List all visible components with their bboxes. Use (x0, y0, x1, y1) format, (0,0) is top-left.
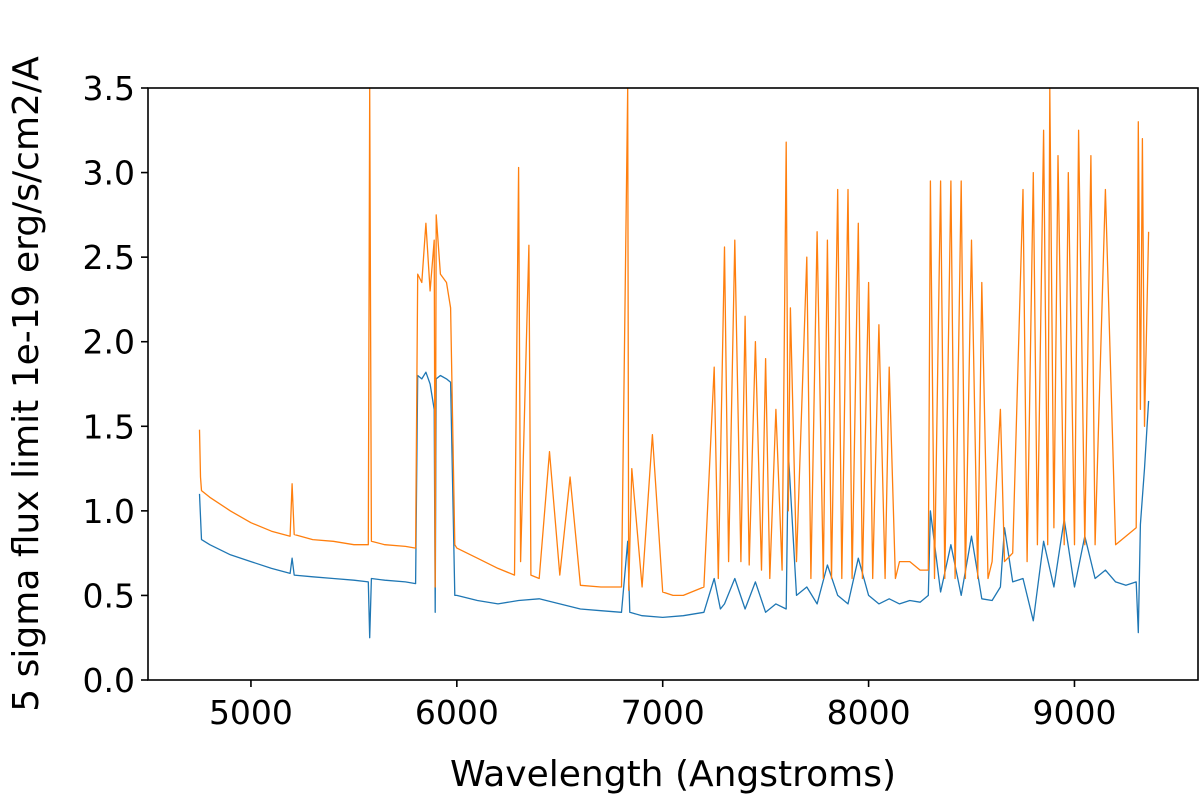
y-tick-label: 3.0 (83, 154, 135, 193)
series-line-2 (198, 87, 1150, 597)
y-tick-label: 0.0 (83, 661, 135, 700)
x-tick-label: 7000 (621, 693, 705, 732)
x-axis: 5000 6000 7000 8000 9000 (209, 680, 1116, 732)
series-layer (198, 87, 1150, 639)
x-axis-label: Wavelength (Angstroms) (450, 754, 896, 795)
y-tick-label: 1.0 (83, 492, 135, 531)
y-tick-label: 1.5 (83, 407, 135, 446)
x-tick-label: 6000 (415, 693, 499, 732)
x-tick-label: 8000 (827, 693, 911, 732)
plot-frame (147, 87, 1199, 681)
x-tick-label: 5000 (209, 693, 293, 732)
series-line-1 (198, 371, 1150, 639)
y-tick-label: 2.5 (83, 238, 135, 277)
y-tick-label: 0.5 (83, 576, 135, 615)
y-tick-label: 2.0 (83, 323, 135, 362)
y-tick-label: 3.5 (83, 69, 135, 108)
y-axis: 0.0 0.5 1.0 1.5 2.0 2.5 3.0 3.5 (83, 69, 148, 700)
y-axis-label: 5 sigma flux limit 1e-19 erg/s/cm2/A (6, 56, 47, 712)
x-tick-label: 9000 (1032, 693, 1116, 732)
